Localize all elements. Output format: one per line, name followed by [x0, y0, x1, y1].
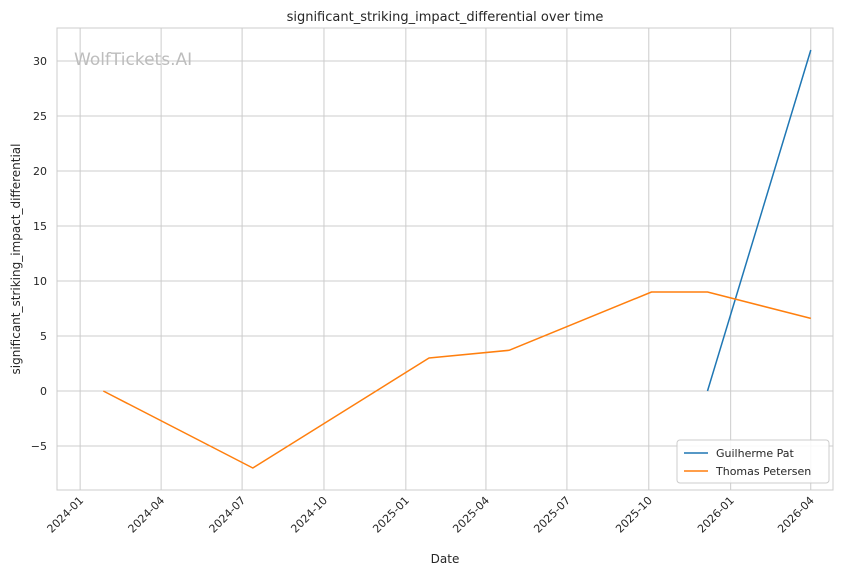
y-tick-label: −5 [31, 440, 47, 453]
y-axis: −5 0 5 10 15 20 25 30 [31, 55, 47, 453]
legend: Guilherme Pat Thomas Petersen [676, 439, 830, 484]
y-tick-label: 20 [33, 165, 47, 178]
y-tick-label: 15 [33, 220, 47, 233]
y-tick-label: 5 [40, 330, 47, 343]
watermark: WolfTickets.AI [74, 50, 192, 70]
legend-label: Thomas Petersen [715, 465, 811, 478]
y-tick-label: 0 [40, 385, 47, 398]
legend-box [676, 439, 830, 484]
y-axis-label: significant_striking_impact_differential [9, 144, 23, 375]
y-tick-label: 30 [33, 55, 47, 68]
series-line-2 [102, 291, 811, 469]
y-tick-label: 25 [33, 110, 47, 123]
legend-label: Guilherme Pat [716, 447, 795, 460]
series-line-1 [706, 49, 812, 392]
series-layer [102, 49, 812, 469]
plot-frame [56, 27, 834, 491]
x-axis-label: Date [431, 552, 460, 566]
grid [57, 28, 833, 490]
y-tick-label: 10 [33, 275, 47, 288]
chart-title: significant_striking_impact_differential… [287, 10, 604, 25]
